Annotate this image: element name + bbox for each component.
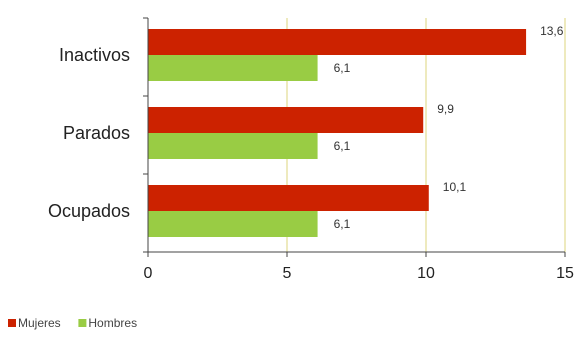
axes <box>143 17 566 257</box>
data-label-hombres-parados: 6,1 <box>334 139 351 153</box>
bar-hombres-ocupados <box>148 211 318 237</box>
bar-mujeres-inactivos <box>148 29 527 55</box>
x-tick-label-0: 0 <box>144 265 153 282</box>
legend-swatch-mujeres <box>8 319 16 327</box>
labels: 13,6 6,1 Inactivos 9,9 6,1 Parados 10,1 6,1 Ocup… <box>48 24 574 282</box>
legend-label-hombres: Hombres <box>88 316 137 330</box>
category-label-parados: Parados <box>63 123 130 143</box>
x-tick-label-5: 5 <box>283 265 292 282</box>
bar-mujeres-parados <box>148 107 424 133</box>
data-label-hombres-inactivos: 6,1 <box>334 61 351 75</box>
bar-mujeres-ocupados <box>148 185 429 211</box>
x-tick-label-15: 15 <box>556 265 574 282</box>
data-label-mujeres-inactivos: 13,6 <box>540 24 564 38</box>
data-label-mujeres-ocupados: 10,1 <box>443 180 467 194</box>
data-label-hombres-ocupados: 6,1 <box>334 217 351 231</box>
bars <box>148 29 527 237</box>
x-tick-label-10: 10 <box>417 265 435 282</box>
bar-hombres-parados <box>148 133 318 159</box>
legend-swatch-hombres <box>78 319 87 327</box>
category-label-ocupados: Ocupados <box>48 201 130 221</box>
bar-hombres-inactivos <box>148 55 318 81</box>
legend: Mujeres Hombres <box>8 316 137 330</box>
legend-label-mujeres: Mujeres <box>18 316 61 330</box>
category-label-inactivos: Inactivos <box>59 45 130 65</box>
data-label-mujeres-parados: 9,9 <box>437 102 454 116</box>
